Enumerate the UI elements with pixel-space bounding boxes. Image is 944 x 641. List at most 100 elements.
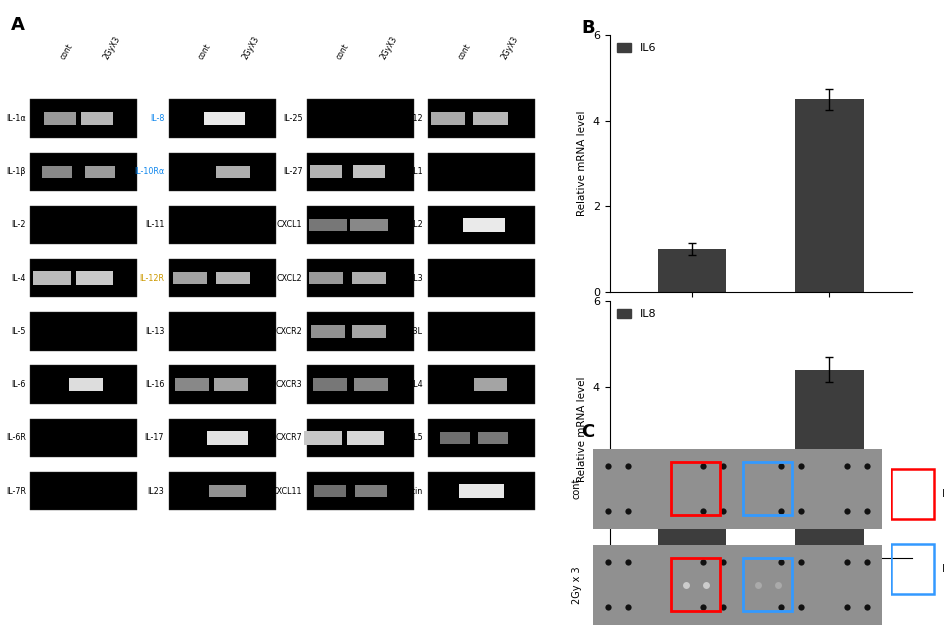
Bar: [670, 462, 719, 515]
Bar: [657, 515, 726, 558]
Y-axis label: Relative mRNA level: Relative mRNA level: [577, 377, 586, 482]
Text: IL23: IL23: [147, 487, 164, 495]
Text: IL-27: IL-27: [282, 167, 302, 176]
Text: cont: cont: [59, 42, 75, 61]
Bar: [307, 259, 413, 297]
Text: IL-10Rα: IL-10Rα: [134, 167, 164, 176]
Bar: [44, 112, 76, 125]
Text: 2GyX3: 2GyX3: [379, 35, 398, 61]
Legend: IL8: IL8: [615, 307, 658, 322]
Text: CXCL11: CXCL11: [272, 487, 302, 495]
Bar: [168, 312, 276, 351]
Text: IL-11: IL-11: [144, 221, 164, 229]
Bar: [168, 99, 276, 138]
Text: CCL2: CCL2: [402, 221, 423, 229]
Bar: [85, 165, 115, 178]
Bar: [307, 99, 413, 138]
Bar: [33, 272, 71, 285]
Text: CXCL1: CXCL1: [277, 221, 302, 229]
Bar: [209, 485, 246, 497]
Bar: [207, 431, 247, 444]
Text: B: B: [581, 19, 594, 37]
Text: IL-6: IL-6: [941, 488, 944, 499]
Bar: [463, 218, 505, 232]
Bar: [168, 472, 276, 510]
Text: IL-8: IL-8: [941, 563, 944, 574]
Bar: [310, 219, 346, 231]
Text: cont: cont: [571, 478, 582, 499]
Bar: [30, 206, 137, 244]
Bar: [215, 165, 249, 178]
Bar: [428, 99, 535, 138]
Legend: IL6: IL6: [615, 41, 658, 56]
Bar: [30, 419, 137, 457]
Text: IL-7R: IL-7R: [6, 487, 25, 495]
Bar: [314, 485, 346, 497]
Bar: [168, 153, 276, 191]
Bar: [351, 272, 385, 285]
Text: IL-2: IL-2: [11, 221, 25, 229]
Bar: [80, 112, 112, 125]
Bar: [307, 419, 413, 457]
Bar: [428, 365, 535, 404]
Bar: [440, 431, 470, 444]
Bar: [350, 219, 387, 231]
Bar: [30, 99, 137, 138]
Bar: [30, 365, 137, 404]
Bar: [428, 472, 535, 510]
Text: cont: cont: [456, 42, 472, 61]
Text: IL-1α: IL-1α: [7, 114, 25, 123]
Text: CCL4: CCL4: [402, 380, 423, 389]
Bar: [304, 431, 341, 445]
Text: 2GyX3: 2GyX3: [499, 35, 520, 61]
Bar: [312, 378, 347, 391]
Text: CCL1: CCL1: [402, 167, 423, 176]
Bar: [311, 325, 345, 338]
Text: IL-8: IL-8: [150, 114, 164, 123]
Text: IL-4: IL-4: [11, 274, 25, 283]
Text: CXCR3: CXCR3: [276, 380, 302, 389]
Bar: [428, 206, 535, 244]
Bar: [310, 165, 342, 178]
Bar: [354, 378, 388, 391]
Text: CXCR2: CXCR2: [276, 327, 302, 336]
Text: CXCR7: CXCR7: [276, 433, 302, 442]
Bar: [428, 153, 535, 191]
Text: CCL3: CCL3: [402, 274, 423, 283]
Text: B-actin: B-actin: [395, 487, 423, 495]
Bar: [890, 469, 934, 519]
Bar: [473, 112, 507, 125]
Bar: [474, 378, 506, 391]
Bar: [794, 370, 863, 558]
Bar: [428, 312, 535, 351]
Bar: [477, 431, 507, 444]
Bar: [428, 259, 535, 297]
Text: IL-13: IL-13: [144, 327, 164, 336]
Bar: [307, 206, 413, 244]
Bar: [428, 419, 535, 457]
Text: cont: cont: [196, 42, 212, 61]
Text: CXCL12: CXCL12: [392, 114, 423, 123]
Bar: [657, 249, 726, 292]
Bar: [743, 558, 791, 612]
Text: cont: cont: [334, 42, 350, 61]
Bar: [30, 472, 137, 510]
Text: IL-17: IL-17: [144, 433, 164, 442]
Bar: [213, 378, 247, 391]
Bar: [175, 378, 209, 391]
Bar: [890, 544, 934, 594]
Bar: [30, 312, 137, 351]
Text: IL-5: IL-5: [11, 327, 25, 336]
Bar: [355, 485, 387, 497]
Text: IL-6R: IL-6R: [6, 433, 25, 442]
Text: CCL3L: CCL3L: [397, 327, 423, 336]
Y-axis label: Relative mRNA level: Relative mRNA level: [577, 111, 586, 216]
Bar: [307, 365, 413, 404]
Bar: [459, 484, 504, 498]
Bar: [215, 272, 249, 285]
Bar: [351, 325, 385, 338]
Bar: [307, 472, 413, 510]
Bar: [743, 462, 791, 515]
Bar: [173, 272, 207, 285]
Bar: [346, 431, 384, 445]
